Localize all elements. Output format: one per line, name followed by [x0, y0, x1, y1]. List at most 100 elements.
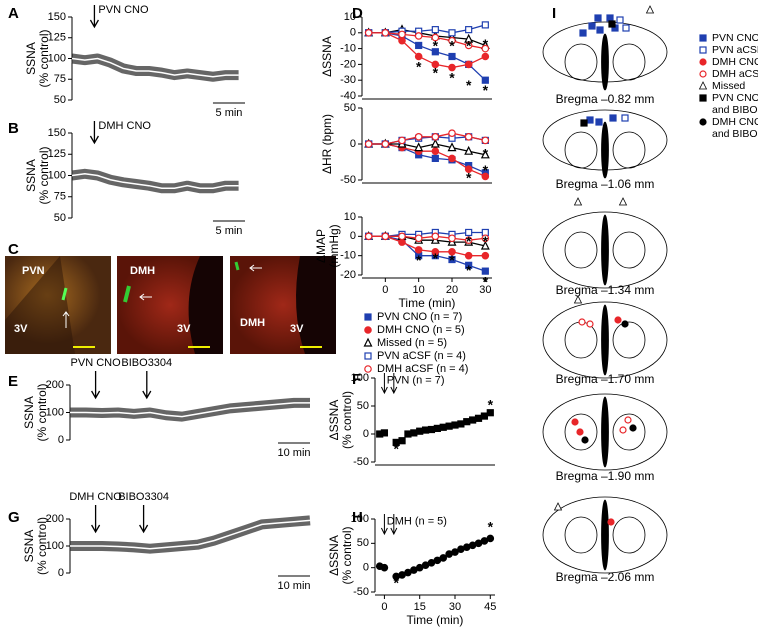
legend-marker [364, 313, 372, 321]
marker [415, 41, 423, 50]
y-axis-label: (% control) [340, 526, 354, 584]
marker [451, 421, 459, 429]
nucleus [564, 516, 598, 554]
marker [381, 140, 390, 148]
marker [486, 534, 495, 543]
marker [463, 418, 471, 426]
y-tick-label: 125 [48, 32, 66, 44]
marker [448, 234, 456, 243]
marker [380, 429, 389, 437]
y-tick-label: 75 [54, 73, 66, 85]
marker [431, 133, 440, 141]
site [578, 318, 586, 326]
section-outline [542, 496, 668, 574]
site [573, 197, 583, 206]
legend-label: PVN CNO [712, 32, 758, 44]
annotation: DMH (n = 5) [387, 515, 447, 527]
significance: * [488, 518, 494, 534]
legend-label: Missed [712, 80, 745, 92]
marker [381, 232, 390, 241]
y-tick-label: 100 [46, 406, 64, 418]
section-label: Bregma –1.70 mm [556, 372, 655, 386]
arrow [380, 514, 388, 536]
nucleus [564, 413, 598, 451]
nucleus [564, 321, 598, 359]
marker [439, 554, 448, 562]
trace-mean [71, 57, 239, 78]
legend-marker [364, 326, 372, 334]
site [699, 34, 707, 42]
micro-label: 3V [290, 323, 304, 335]
y-axis-label: SSNA [22, 530, 36, 563]
y-tick-label: 50 [54, 212, 66, 224]
y-axis-label: (% control) [37, 146, 51, 204]
marker [430, 138, 440, 148]
site [595, 118, 603, 126]
marker [364, 28, 373, 37]
site [616, 16, 624, 24]
significance: * [449, 38, 455, 54]
nucleus [564, 231, 598, 269]
arrow [139, 505, 149, 534]
nucleus [612, 131, 646, 169]
marker [414, 234, 423, 243]
annotation: PVN (n = 7) [387, 375, 445, 387]
micro-label: DMH [240, 317, 265, 329]
marker [439, 423, 447, 431]
marker [481, 52, 490, 61]
marker [480, 240, 490, 250]
legend-label: PVN aCSF [712, 44, 758, 56]
panel-label: A [8, 5, 19, 22]
marker [480, 149, 490, 159]
panel-label: G [8, 509, 20, 526]
micro-label: 3V [177, 323, 191, 335]
marker [451, 548, 459, 556]
legend-label: DMH CNO [712, 56, 758, 68]
site [621, 320, 629, 328]
arrow [139, 293, 152, 301]
legend-label: PVN CNO [712, 92, 758, 104]
ventricle [5, 256, 75, 354]
significance: * [449, 252, 455, 268]
significance: * [483, 146, 489, 162]
site [581, 436, 589, 444]
site [571, 418, 579, 426]
y-tick-label: 150 [48, 127, 66, 139]
y-tick-label: 50 [344, 102, 356, 114]
marker [380, 563, 389, 572]
site [553, 502, 563, 511]
arrow [390, 514, 398, 536]
y-tick-label: -10 [340, 43, 356, 55]
y-tick-label: 0 [350, 27, 356, 39]
legend-marker [363, 337, 373, 347]
y-tick-label: 100 [46, 540, 64, 552]
ventricle [296, 256, 336, 354]
site [699, 94, 707, 102]
legend-label: PVN CNO (n = 7) [377, 311, 462, 323]
panel-label: I [552, 5, 556, 22]
site [586, 116, 594, 124]
x-tick-label: 0 [382, 284, 388, 296]
significance: * [483, 36, 489, 52]
arrow [89, 5, 99, 29]
site [624, 416, 632, 424]
panel-label: F [352, 371, 361, 388]
y-tick-label: -10 [340, 250, 356, 262]
marker [445, 422, 453, 430]
x-axis-label: Time (min) [407, 613, 464, 627]
y-axis-label: (mmHg) [327, 224, 341, 267]
trace-mean [70, 402, 310, 418]
significance: * [466, 262, 472, 278]
site [609, 114, 617, 122]
section-outline [542, 211, 668, 289]
significance: * [416, 252, 422, 268]
atlas: Bregma –0.82 mm Bregma –1.06 mm Bregma –1.… [542, 5, 758, 584]
y-axis-label: SSNA [24, 42, 38, 75]
marker [481, 76, 489, 84]
marker [464, 60, 473, 69]
marker [448, 36, 456, 45]
legend-label: DMH aCSF (n = 4) [377, 363, 468, 375]
annotation: PVN CNO [71, 357, 122, 369]
section-label: Bregma –1.90 mm [556, 469, 655, 483]
nucleus [612, 321, 646, 359]
